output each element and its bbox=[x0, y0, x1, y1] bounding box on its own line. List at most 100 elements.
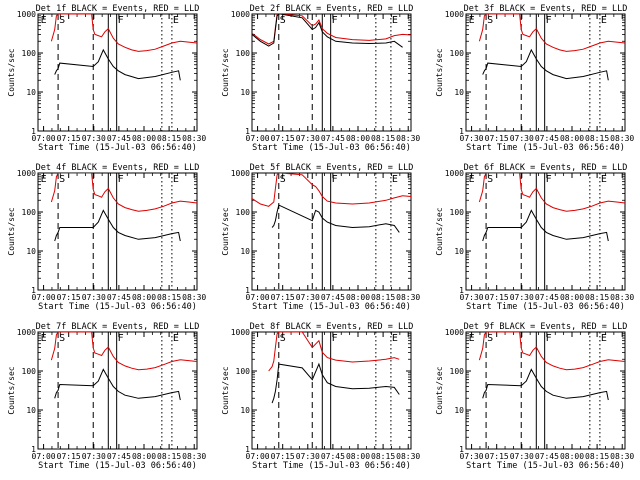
event-marker-label: F bbox=[118, 333, 124, 344]
y-tick-label: 100 bbox=[236, 49, 251, 58]
panel-det-9: Det 9f BLACK = Events, RED = LLD 1 10 100 10… bbox=[435, 322, 634, 471]
x-tick-label: 07:15 bbox=[485, 293, 509, 302]
x-tick-label: 07:45 bbox=[321, 134, 345, 143]
panel-det-8: Det 8f BLACK = Events, RED = LLD 1 10 100 10… bbox=[221, 322, 420, 471]
event-marker-label: F bbox=[118, 174, 124, 185]
plot-frame bbox=[251, 172, 412, 291]
x-tick-label: 08:30 bbox=[182, 293, 206, 302]
y-tick-label: 1000 bbox=[231, 328, 250, 337]
x-tick-label: 07:30 bbox=[82, 134, 106, 143]
y-tick-label: 100 bbox=[236, 208, 251, 217]
panel-det-6: Det 6f BLACK = Events, RED = LLD 1 10 100 10… bbox=[435, 163, 634, 312]
x-tick-label: 07:30 bbox=[460, 452, 484, 461]
y-tick-label: 1 bbox=[459, 445, 464, 454]
x-axis-label: Start Time (15-Jul-03 06:56:40) bbox=[38, 143, 197, 153]
plot-frame bbox=[251, 331, 412, 450]
x-tick-label: 08:00 bbox=[132, 134, 156, 143]
event-marker-label: E bbox=[41, 333, 47, 344]
series-line-events bbox=[54, 209, 181, 242]
panel-title: Det 2f BLACK = Events, RED = LLD bbox=[250, 4, 414, 14]
event-marker-label: F bbox=[546, 333, 552, 344]
x-tick-label: 08:15 bbox=[371, 293, 395, 302]
y-tick-label: 10 bbox=[454, 406, 464, 415]
x-tick-label: 07:45 bbox=[535, 134, 559, 143]
x-axis-label: Start Time (15-Jul-03 06:56:40) bbox=[252, 143, 411, 153]
y-tick-label: 1 bbox=[459, 286, 464, 295]
y-tick-label: 1 bbox=[245, 286, 250, 295]
y-tick-label: 100 bbox=[450, 367, 465, 376]
y-tick-label: 10 bbox=[240, 247, 250, 256]
panel-title: Det 8f BLACK = Events, RED = LLD bbox=[250, 322, 414, 332]
y-tick-label: 10 bbox=[454, 247, 464, 256]
x-tick-label: 08:30 bbox=[182, 452, 206, 461]
y-axis-label: Counts/sec bbox=[7, 207, 16, 255]
series-group bbox=[478, 332, 625, 401]
series-line-events bbox=[271, 204, 400, 233]
y-axis-label: Counts/sec bbox=[7, 366, 16, 414]
y-tick-label: 100 bbox=[450, 49, 465, 58]
x-tick-label: 07:00 bbox=[246, 134, 270, 143]
y-axis-label: Counts/sec bbox=[221, 48, 230, 96]
x-axis-label: Start Time (15-Jul-03 06:56:40) bbox=[466, 143, 625, 153]
x-tick-label: 07:30 bbox=[296, 293, 320, 302]
event-marker-label: E bbox=[392, 333, 398, 344]
x-tick-label: 07:30 bbox=[510, 293, 534, 302]
event-marker-label: E bbox=[392, 15, 398, 26]
event-marker-label: E bbox=[469, 15, 475, 26]
x-tick-label: 08:00 bbox=[560, 293, 584, 302]
event-marker-label: S bbox=[59, 174, 65, 185]
x-tick-label: 07:15 bbox=[271, 293, 295, 302]
y-tick-label: 10 bbox=[26, 247, 36, 256]
x-tick-label: 07:45 bbox=[107, 293, 131, 302]
event-marker-label: F bbox=[332, 174, 338, 185]
event-marker-label: S bbox=[280, 174, 286, 185]
x-tick-label: 08:00 bbox=[560, 452, 584, 461]
x-tick-label: 08:30 bbox=[182, 134, 206, 143]
x-tick-label: 08:30 bbox=[610, 293, 634, 302]
event-marker-label: E bbox=[173, 15, 179, 26]
y-tick-label: 100 bbox=[450, 208, 465, 217]
y-tick-label: 10 bbox=[240, 88, 250, 97]
panel-title: Det 1f BLACK = Events, RED = LLD bbox=[36, 4, 200, 14]
series-line-lld bbox=[478, 332, 625, 371]
series-line-events bbox=[271, 362, 400, 404]
event-marker-label: S bbox=[280, 333, 286, 344]
x-tick-label: 08:30 bbox=[396, 134, 420, 143]
series-line-lld bbox=[268, 332, 400, 372]
x-tick-label: 08:15 bbox=[157, 134, 181, 143]
x-tick-label: 07:15 bbox=[57, 293, 81, 302]
x-tick-label: 08:15 bbox=[585, 293, 609, 302]
y-tick-label: 1 bbox=[459, 127, 464, 136]
x-axis-label: Start Time (15-Jul-03 06:56:40) bbox=[252, 302, 411, 312]
x-tick-label: 07:45 bbox=[535, 452, 559, 461]
series-group bbox=[50, 332, 197, 401]
y-tick-label: 1 bbox=[31, 445, 36, 454]
x-tick-label: 07:45 bbox=[107, 452, 131, 461]
y-tick-label: 10 bbox=[240, 406, 250, 415]
x-axis-label: Start Time (15-Jul-03 06:56:40) bbox=[466, 302, 625, 312]
panel-title: Det 4f BLACK = Events, RED = LLD bbox=[36, 163, 200, 173]
x-tick-label: 07:45 bbox=[107, 134, 131, 143]
plot-frame bbox=[37, 172, 198, 291]
series-group bbox=[50, 173, 197, 242]
plot-frame bbox=[465, 172, 626, 291]
x-tick-label: 07:00 bbox=[32, 452, 56, 461]
panel-det-7: Det 7f BLACK = Events, RED = LLD 1 10 100 10… bbox=[7, 322, 206, 471]
y-axis-label: Counts/sec bbox=[435, 366, 444, 414]
x-tick-label: 07:30 bbox=[82, 293, 106, 302]
y-tick-label: 1 bbox=[31, 286, 36, 295]
series-line-lld bbox=[50, 173, 197, 212]
event-marker-label: E bbox=[469, 333, 475, 344]
y-tick-label: 1000 bbox=[231, 10, 250, 19]
series-line-lld bbox=[478, 14, 625, 52]
x-tick-label: 08:30 bbox=[396, 293, 420, 302]
series-group bbox=[50, 14, 197, 81]
y-tick-label: 100 bbox=[22, 208, 37, 217]
x-tick-label: 07:15 bbox=[57, 452, 81, 461]
series-line-lld bbox=[478, 173, 625, 212]
y-tick-label: 100 bbox=[236, 367, 251, 376]
x-tick-label: 08:15 bbox=[371, 134, 395, 143]
event-marker-label: E bbox=[173, 333, 179, 344]
y-tick-label: 1 bbox=[245, 445, 250, 454]
